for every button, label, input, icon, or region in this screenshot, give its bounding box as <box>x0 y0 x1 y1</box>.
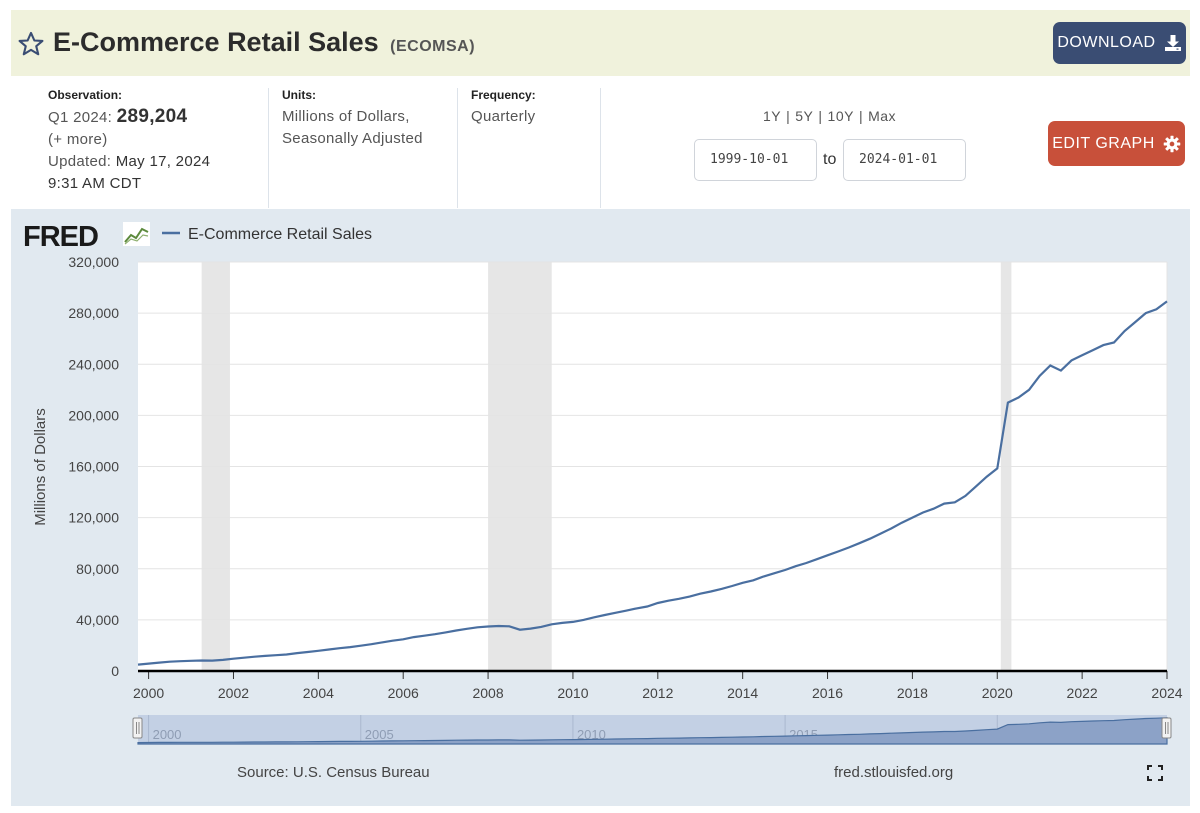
observation-period: Q1 2024: <box>48 109 113 126</box>
range-10y[interactable]: 10Y <box>827 108 854 124</box>
download-button[interactable]: DOWNLOAD <box>1053 22 1186 64</box>
gear-icon <box>1163 135 1181 152</box>
site-link[interactable]: fred.stlouisfed.org <box>834 764 954 781</box>
series-title: E-Commerce Retail Sales <box>53 27 379 57</box>
x-tick-label: 2006 <box>388 685 419 701</box>
legend-label: E-Commerce Retail Sales <box>188 226 372 243</box>
divider <box>600 88 601 208</box>
range-1y[interactable]: 1Y <box>763 108 782 124</box>
y-tick-label: 80,000 <box>76 561 119 577</box>
units-panel: Units: Millions of Dollars, Seasonally A… <box>282 88 452 208</box>
page-title: E-Commerce Retail Sales (ECOMSA) <box>53 27 475 58</box>
units-line1: Millions of Dollars, <box>282 108 410 125</box>
x-tick-label: 2010 <box>557 685 588 701</box>
navigator-label: 2000 <box>153 727 182 742</box>
navigator-label: 2005 <box>365 727 394 742</box>
x-tick-label: 2008 <box>472 685 503 701</box>
start-date-input[interactable]: 1999-10-01 <box>694 139 817 181</box>
frequency-panel: Frequency: Quarterly <box>471 88 591 208</box>
y-tick-label: 120,000 <box>68 510 119 526</box>
y-tick-label: 240,000 <box>68 356 119 372</box>
fred-logo-icon <box>123 222 150 246</box>
navigator-left-handle[interactable] <box>132 717 143 739</box>
to-label: to <box>823 151 837 168</box>
x-tick-label: 2022 <box>1067 685 1098 701</box>
frequency-label: Frequency: <box>471 88 536 102</box>
observation-label: Observation: <box>48 88 123 102</box>
source-text: Source: U.S. Census Bureau <box>237 764 430 781</box>
x-tick-label: 2024 <box>1151 685 1182 701</box>
x-tick-label: 2004 <box>303 685 334 701</box>
chart-panel: FRED E-Commerce Retail Sales 0 40,000 80,0… <box>11 209 1190 806</box>
x-tick-label: 2016 <box>812 685 843 701</box>
x-tick-label: 2020 <box>982 685 1013 701</box>
frequency-value: Quarterly <box>471 108 536 125</box>
end-date-input[interactable]: 2024-01-01 <box>843 139 966 181</box>
edit-graph-label: EDIT GRAPH <box>1052 134 1155 152</box>
divider <box>457 88 458 208</box>
x-tick-label: 2002 <box>218 685 249 701</box>
download-label: DOWNLOAD <box>1057 34 1156 51</box>
observation-panel: Observation: Q1 2024: 289,204 (+ more) U… <box>48 88 268 208</box>
y-tick-label: 320,000 <box>68 254 119 270</box>
series-header: E-Commerce Retail Sales (ECOMSA) DOWNLOA… <box>11 10 1190 76</box>
navigator-label: 2010 <box>577 727 606 742</box>
range-5y[interactable]: 5Y <box>795 108 814 124</box>
updated-date: May 17, 2024 <box>115 153 211 170</box>
series-code: (ECOMSA) <box>390 38 476 55</box>
observation-value: 289,204 <box>116 106 188 127</box>
x-tick-label: 2014 <box>727 685 758 701</box>
y-tick-label: 0 <box>111 663 119 679</box>
download-icon <box>1164 35 1181 51</box>
x-tick-label: 2012 <box>642 685 673 701</box>
x-tick-label: 2000 <box>133 685 164 701</box>
more-link[interactable]: (+ more) <box>48 131 108 148</box>
observation-row: Q1 2024: 289,204 <box>48 106 268 129</box>
updated-time: 9:31 AM CDT <box>48 175 142 192</box>
star-icon[interactable] <box>17 30 45 58</box>
y-tick-label: 40,000 <box>76 612 119 628</box>
y-tick-label: 200,000 <box>68 407 119 423</box>
y-tick-label: 160,000 <box>68 459 119 475</box>
y-axis-label: Millions of Dollars <box>32 408 49 526</box>
updated-row: Updated: May 17, 2024 <box>48 151 268 173</box>
line-chart: FRED E-Commerce Retail Sales 0 40,000 80,0… <box>23 221 1183 745</box>
range-max[interactable]: Max <box>868 108 897 124</box>
fullscreen-icon[interactable] <box>1147 765 1163 781</box>
x-tick-label: 2018 <box>897 685 928 701</box>
fred-logo: FRED <box>23 221 98 253</box>
navigator-right-handle[interactable] <box>1161 717 1172 739</box>
edit-graph-button[interactable]: EDIT GRAPH <box>1048 121 1185 166</box>
units-label: Units: <box>282 88 316 102</box>
range-selector: 1Y | 5Y | 10Y | Max <box>763 108 897 124</box>
divider <box>268 88 269 208</box>
updated-label: Updated: <box>48 153 112 170</box>
y-tick-label: 280,000 <box>68 305 119 321</box>
series-line <box>137 300 1168 666</box>
units-line2: Seasonally Adjusted <box>282 130 423 147</box>
navigator-area <box>137 717 1168 745</box>
